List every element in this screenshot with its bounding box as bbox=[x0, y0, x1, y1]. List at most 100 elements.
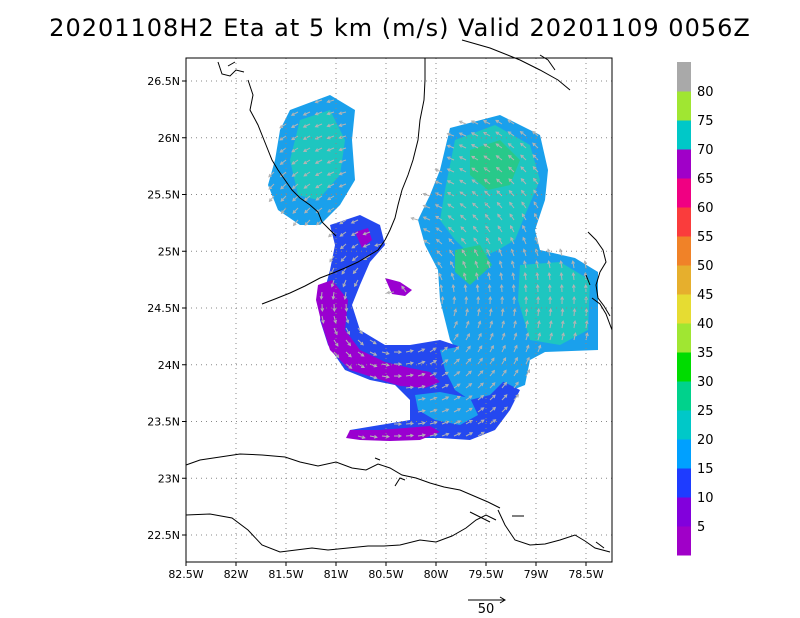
wind-vector-head bbox=[340, 258, 345, 262]
wind-vector-head bbox=[421, 409, 426, 413]
wind-vector-head bbox=[350, 220, 355, 224]
wind-vector-head bbox=[398, 434, 403, 438]
wind-vector-head bbox=[461, 249, 466, 254]
wind-vector-head bbox=[508, 189, 513, 194]
wind-vector bbox=[435, 216, 443, 221]
wind-vector-head bbox=[488, 295, 493, 300]
wind-vector-head bbox=[508, 178, 513, 183]
wind-vector-head bbox=[511, 283, 516, 288]
wind-vector-head bbox=[444, 359, 449, 363]
colorbar-swatch bbox=[677, 62, 691, 92]
wind-vector bbox=[549, 333, 553, 341]
wind-vector-head bbox=[423, 239, 428, 244]
wind-vector bbox=[520, 166, 527, 173]
wind-vector-head bbox=[495, 119, 500, 124]
colorbar-swatch bbox=[677, 352, 691, 382]
wind-vector-head bbox=[338, 171, 343, 176]
wind-vector-head bbox=[572, 295, 576, 300]
wind-vector-head bbox=[457, 395, 461, 400]
wind-vector-head bbox=[478, 345, 483, 350]
wind-vector bbox=[477, 345, 483, 353]
wind-vector-head bbox=[496, 201, 501, 206]
wind-vector-head bbox=[346, 331, 350, 335]
wind-vector bbox=[279, 123, 287, 129]
wind-vector-head bbox=[360, 341, 364, 346]
wind-vector-head bbox=[492, 406, 497, 411]
wind-vector-head bbox=[571, 260, 576, 265]
wind-vector bbox=[501, 321, 505, 329]
wind-vector-head bbox=[458, 132, 463, 136]
wind-vector bbox=[453, 420, 461, 425]
wind-vector bbox=[465, 358, 472, 365]
wind-vector-head bbox=[525, 344, 530, 349]
wind-vector-head bbox=[338, 147, 343, 152]
wind-vector bbox=[333, 339, 339, 347]
wind-vector bbox=[561, 333, 565, 341]
wind-vector-head bbox=[537, 320, 541, 325]
wind-vector-head bbox=[482, 120, 487, 124]
wind-vector bbox=[465, 333, 470, 341]
wind-vector bbox=[315, 99, 323, 103]
wind-vector bbox=[357, 351, 364, 357]
wind-vector-head bbox=[462, 272, 467, 277]
wind-vector-head bbox=[433, 360, 438, 364]
wind-vector-head bbox=[446, 156, 451, 160]
graticule bbox=[182, 58, 612, 566]
wind-vector bbox=[303, 171, 311, 177]
wind-vector-head bbox=[501, 320, 505, 325]
wind-vector-head bbox=[503, 369, 507, 374]
wind-vector-head bbox=[361, 364, 365, 369]
wind-vector bbox=[440, 285, 443, 293]
wind-vector bbox=[417, 410, 425, 413]
wind-vector bbox=[520, 131, 527, 137]
wind-vector-head bbox=[495, 155, 500, 159]
wind-vector bbox=[292, 195, 299, 202]
wind-vector bbox=[487, 261, 491, 269]
wind-vector-head bbox=[460, 226, 465, 230]
lon-tick-label: 82.5W bbox=[168, 568, 203, 581]
wind-vector bbox=[498, 237, 503, 245]
wind-vector-head bbox=[280, 185, 284, 190]
wind-vector-head bbox=[292, 222, 297, 227]
wind-vector bbox=[448, 238, 455, 245]
wind-vector-head bbox=[475, 283, 480, 288]
wind-vector bbox=[441, 371, 449, 377]
wind-vector bbox=[501, 333, 505, 341]
wind-vector-head bbox=[316, 221, 320, 226]
wind-vector bbox=[369, 435, 377, 438]
wind-vector-head bbox=[515, 393, 520, 398]
wind-vector bbox=[381, 363, 389, 366]
wind-vector-head bbox=[471, 190, 476, 195]
wind-vector bbox=[429, 409, 437, 413]
wind-vector bbox=[561, 321, 564, 329]
wind-vector-head bbox=[465, 320, 470, 325]
wind-vector-head bbox=[339, 245, 344, 250]
wind-vector-head bbox=[458, 168, 463, 172]
wind-vector-head bbox=[292, 210, 297, 214]
wind-vector-head bbox=[459, 179, 464, 184]
wind-vector-head bbox=[326, 123, 331, 128]
wind-speed-region bbox=[290, 110, 345, 200]
wind-vector bbox=[509, 213, 515, 221]
wind-vector bbox=[489, 407, 496, 413]
wind-vector-head bbox=[362, 244, 367, 248]
wind-vector-head bbox=[498, 260, 503, 265]
wind-vector bbox=[423, 239, 431, 245]
wind-vector bbox=[525, 308, 528, 317]
wind-vector bbox=[321, 315, 324, 323]
colorbar-label: 5 bbox=[697, 520, 705, 535]
wind-vector bbox=[351, 231, 359, 236]
wind-vector-head bbox=[507, 154, 512, 159]
wind-vector-head bbox=[453, 308, 458, 313]
wind-vector-head bbox=[452, 295, 457, 300]
wind-vector-head bbox=[386, 290, 391, 295]
wind-vector-head bbox=[489, 320, 494, 325]
wind-vector-head bbox=[456, 371, 461, 375]
wind-vector-head bbox=[410, 421, 415, 426]
wind-vector-head bbox=[331, 295, 336, 300]
wind-vector bbox=[510, 225, 515, 233]
wind-vector-head bbox=[434, 168, 439, 173]
wind-vector bbox=[477, 419, 485, 425]
wind-vector bbox=[304, 219, 311, 226]
wind-vector bbox=[417, 434, 425, 437]
